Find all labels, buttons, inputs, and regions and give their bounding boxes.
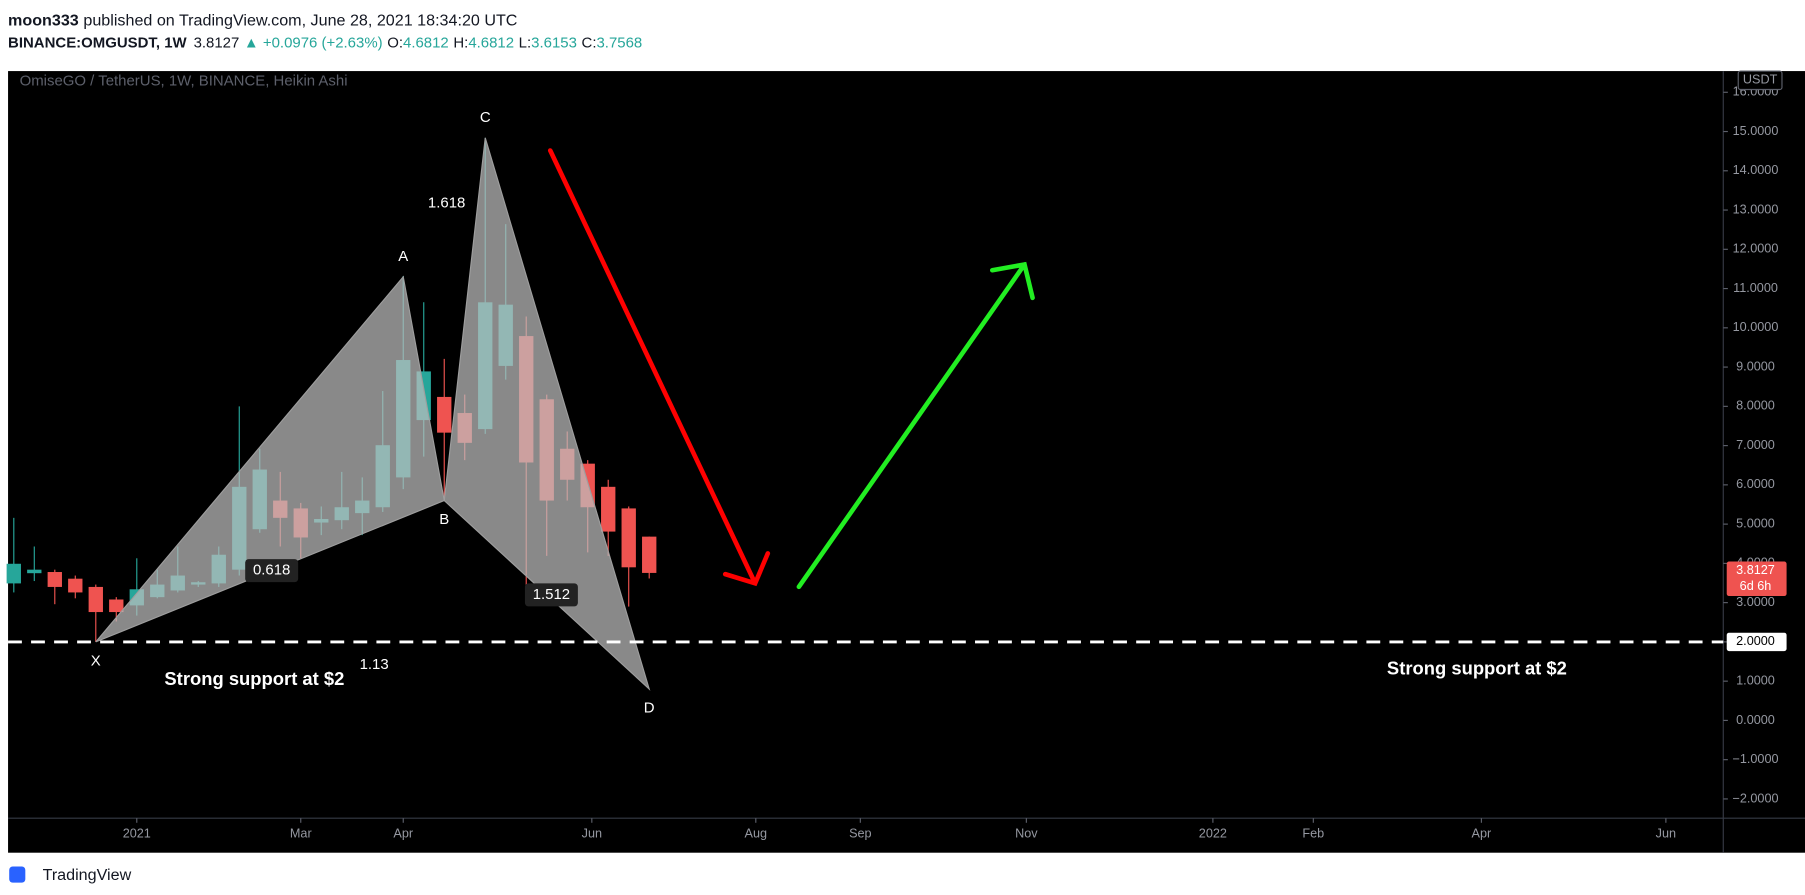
pattern-point-label: X [91, 652, 101, 669]
pattern-point-label: C [480, 109, 491, 126]
change: ▲ +0.0976 (+2.63%) [244, 34, 383, 51]
y-tick-label: 2.0000 [1736, 634, 1775, 648]
candle-body [642, 536, 657, 573]
y-tick-label: 13.0000 [1733, 202, 1779, 216]
candle-body [621, 508, 636, 568]
y-tick-label: 11.0000 [1733, 281, 1778, 295]
countdown-label: 6d 6h [1740, 579, 1772, 593]
ratio-label: 1.13 [360, 656, 389, 673]
last-price-label: 3.8127 [1736, 563, 1775, 577]
support-axis-box [1726, 632, 1787, 652]
h-label: H: [453, 34, 468, 51]
candle-body [68, 578, 83, 593]
last-price-box [1726, 561, 1787, 597]
x-tick-label: Sep [849, 827, 872, 841]
candle-body [437, 396, 452, 433]
x-tick-label: 2021 [123, 827, 151, 841]
y-tick-label: 6.0000 [1736, 477, 1775, 491]
x-tick-label: Aug [745, 827, 768, 841]
x-tick-label: Jun [582, 827, 602, 841]
ratio-label: 1.618 [428, 194, 465, 211]
brand: TradingView [43, 866, 132, 884]
x-tick-label: Jun [1656, 827, 1676, 841]
y-tick-label: 12.0000 [1733, 242, 1779, 256]
currency: USDT [1743, 73, 1778, 87]
header-line2: BINANCE:OMGUSDT, 1W 3.8127 ▲ +0.0976 (+2.6… [8, 34, 642, 51]
candle-body [27, 569, 42, 574]
y-tick-label: 15.0000 [1733, 124, 1779, 138]
last: 3.8127 [194, 34, 240, 51]
y-tick-label: 0.0000 [1736, 713, 1775, 727]
y-tick-label: 8.0000 [1736, 399, 1775, 413]
y-tick-label: −2.0000 [1732, 791, 1778, 805]
candle-body [6, 563, 21, 584]
support-note: Strong support at $2 [164, 668, 344, 689]
c-value: 3.7568 [596, 34, 642, 51]
header-line1: moon333 published on TradingView.com, Jun… [8, 12, 518, 30]
x-tick-label: Apr [393, 827, 413, 841]
chart-title: OmiseGO / TetherUS, 1W, BINANCE, Heikin … [20, 72, 348, 89]
y-tick-label: 5.0000 [1736, 516, 1775, 530]
h-value: 4.6812 [468, 34, 514, 51]
brand-logo: TradingView [9, 866, 132, 884]
ratio-label: 0.618 [253, 562, 290, 579]
candle-body [109, 599, 124, 613]
up-arrow [796, 261, 1035, 590]
down-arrow [547, 148, 771, 587]
o-label: O: [387, 34, 403, 51]
y-tick-label: 10.0000 [1733, 320, 1779, 334]
ratio-label: 1.512 [533, 586, 570, 603]
ratio-box [524, 583, 578, 607]
logo-icon [9, 866, 26, 883]
y-tick-label: 9.0000 [1736, 359, 1775, 373]
published: published on TradingView.com, June 28, 2… [83, 12, 517, 30]
arrows [547, 148, 1035, 590]
c-label: C: [582, 34, 597, 51]
l-value: 3.6153 [531, 34, 577, 51]
pattern-point-label: B [439, 511, 449, 528]
y-tick-label: 14.0000 [1733, 163, 1779, 177]
chart-layer: −2.0000−1.00000.00001.00002.00003.00004.… [6, 85, 1787, 841]
x-tick-label: 2022 [1199, 827, 1227, 841]
x-tick-label: Nov [1015, 827, 1038, 841]
l-label: L: [519, 34, 531, 51]
y-tick-label: 3.0000 [1736, 595, 1775, 609]
candle-body [88, 586, 103, 613]
currency-box [1737, 70, 1783, 91]
author: moon333 [8, 12, 79, 30]
ratio-box [245, 559, 299, 583]
x-tick-label: Apr [1472, 827, 1492, 841]
y-tick-label: 7.0000 [1736, 438, 1775, 452]
pattern-point-label: A [398, 248, 408, 265]
support-note: Strong support at $2 [1387, 658, 1567, 679]
pattern-point-label: D [644, 700, 655, 717]
candle-body [47, 572, 62, 587]
y-tick-label: 1.0000 [1736, 674, 1775, 688]
y-tick-label: −1.0000 [1732, 752, 1778, 766]
x-tick-label: Feb [1302, 827, 1324, 841]
x-tick-label: Mar [290, 827, 312, 841]
candle-body [601, 486, 616, 532]
o-value: 4.6812 [403, 34, 449, 51]
symbol: BINANCE:OMGUSDT, 1W [8, 34, 187, 51]
